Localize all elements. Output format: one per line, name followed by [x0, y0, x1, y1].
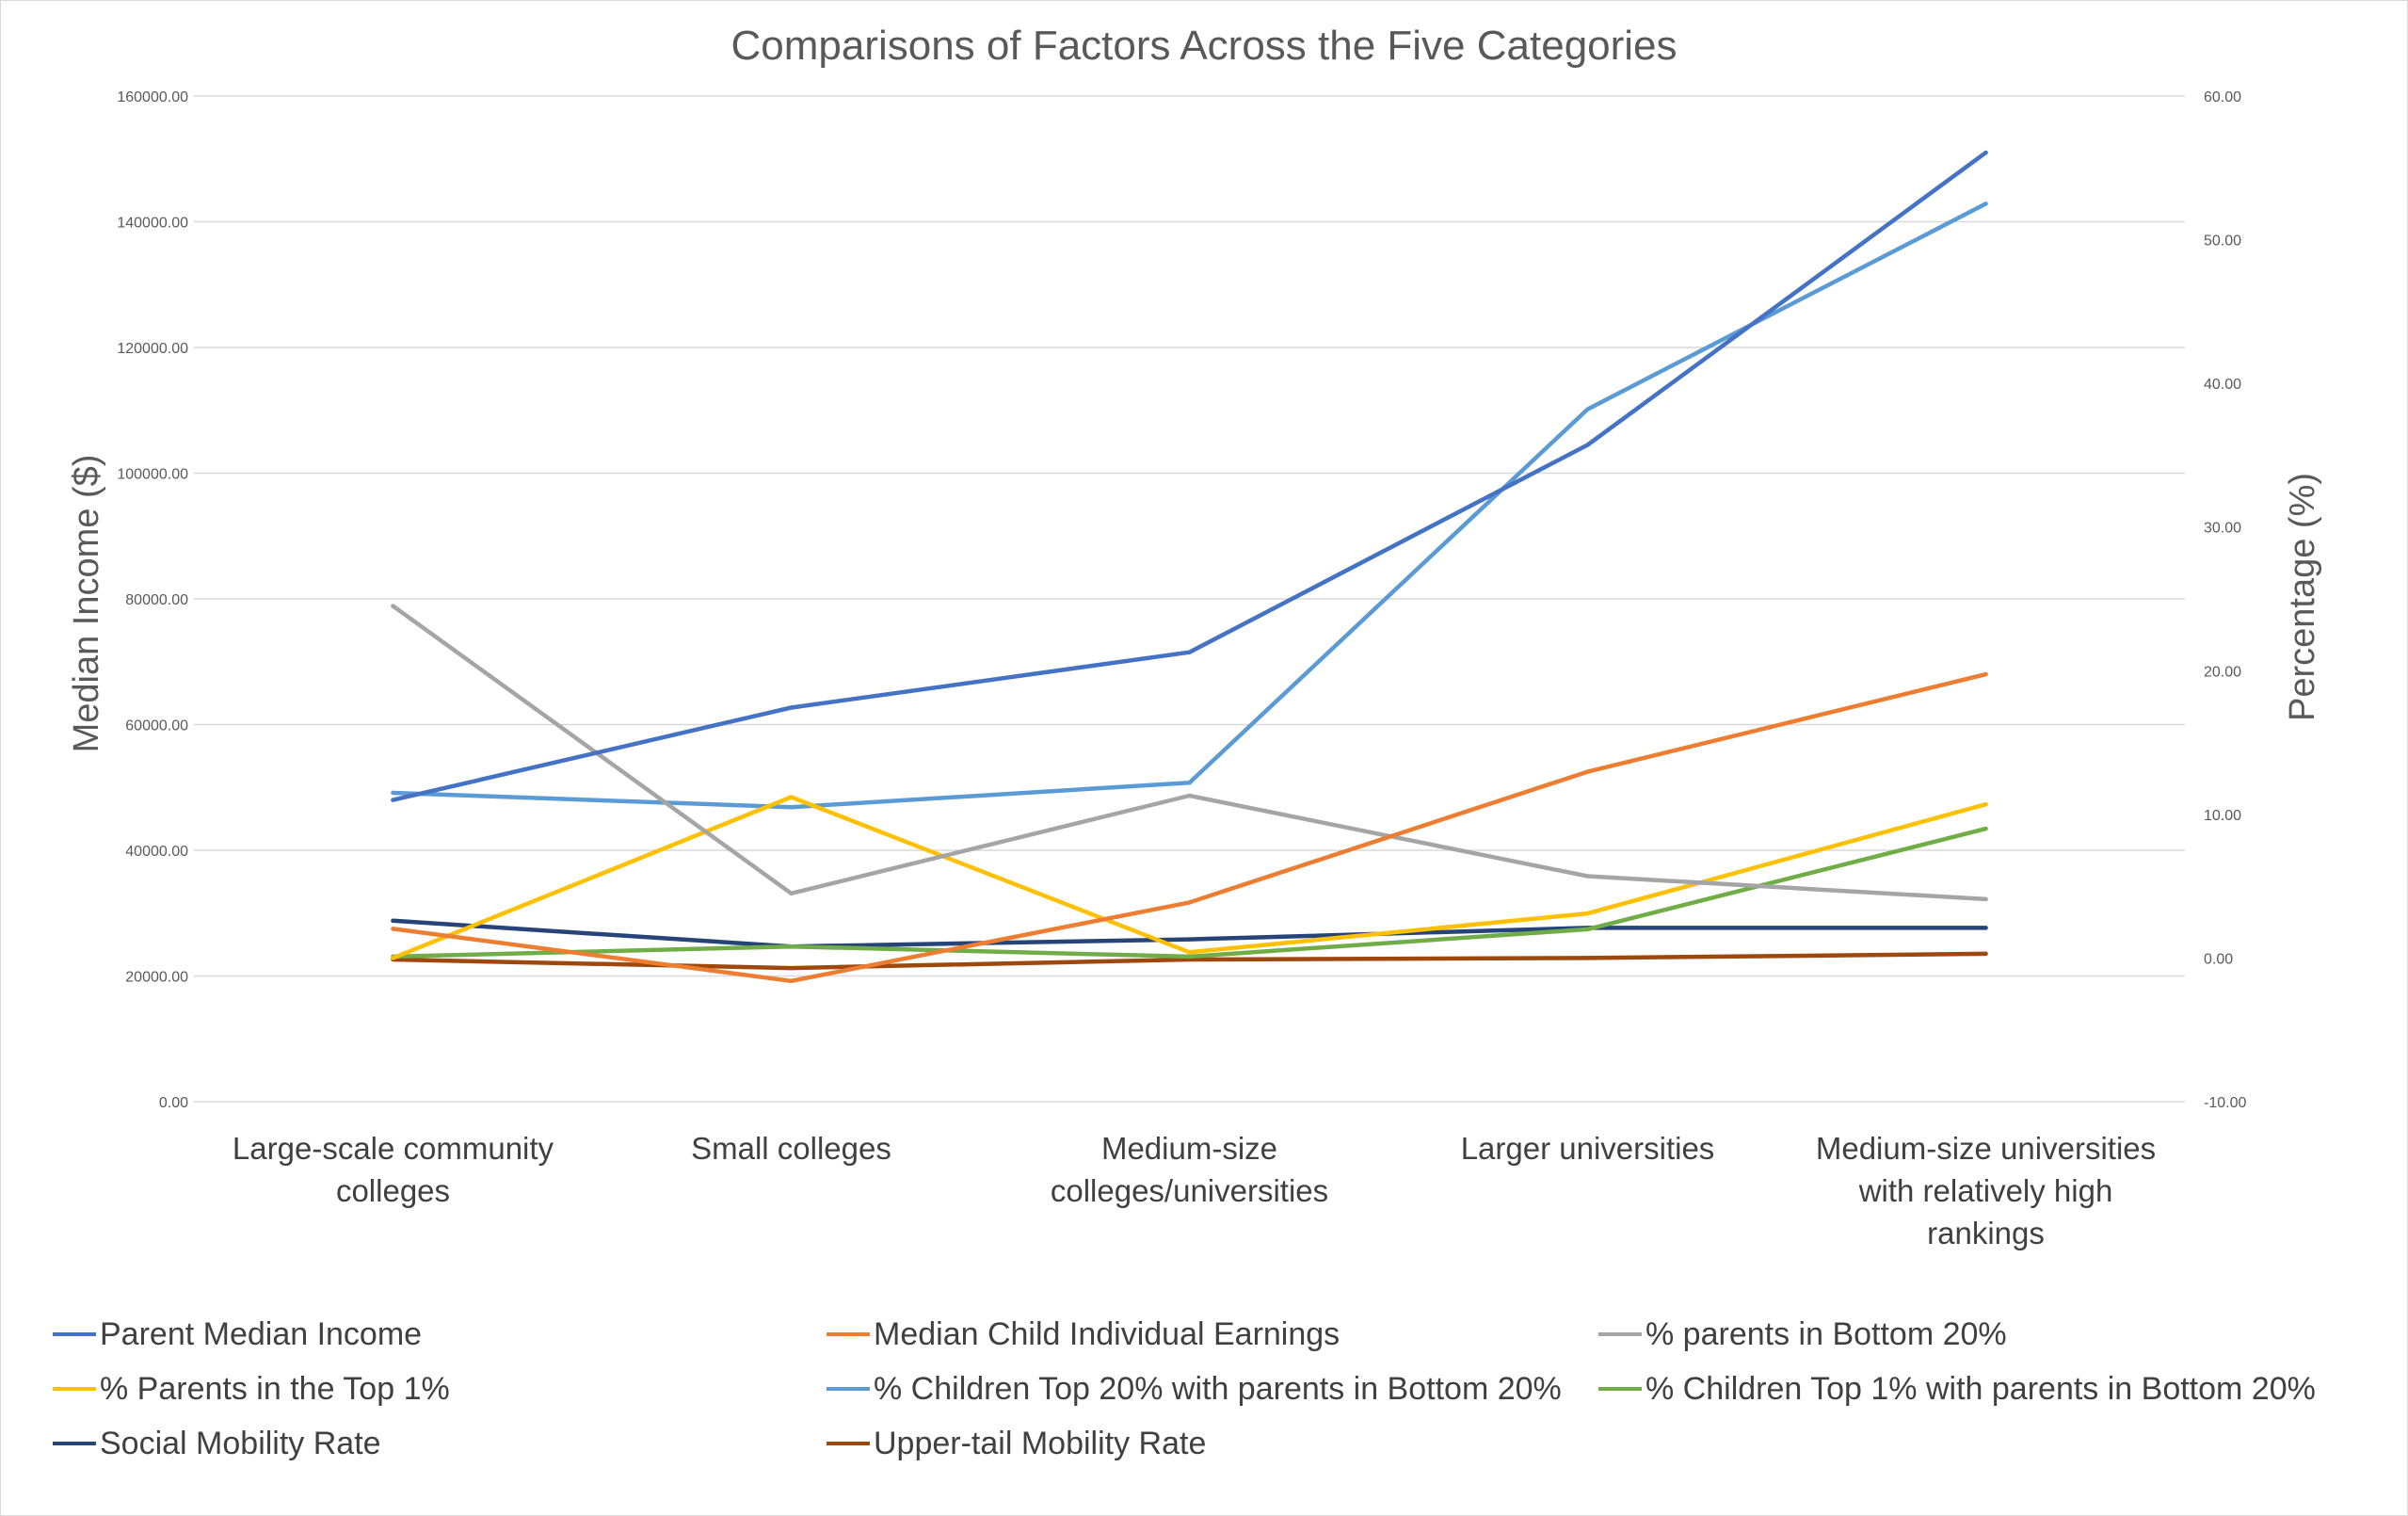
y2-tick-label: -10.00	[2204, 1095, 2246, 1111]
x-tick-label: Medium-size universities	[1816, 1131, 2156, 1166]
x-tick-label: Small colleges	[691, 1131, 891, 1166]
legend-item: Parent Median Income	[53, 1308, 422, 1361]
data-point	[1983, 896, 1988, 902]
legend-item: % parents in Bottom 20%	[1598, 1308, 2007, 1361]
legend-label: Upper-tail Mobility Rate	[874, 1425, 1207, 1461]
data-point	[789, 944, 794, 949]
x-tick-label: rankings	[1927, 1216, 2045, 1250]
data-point	[1983, 671, 1988, 677]
x-tick-label: Medium-size	[1101, 1131, 1277, 1166]
chart-title: Comparisons of Factors Across the Five C…	[730, 23, 1677, 69]
data-point	[1585, 927, 1590, 932]
x-tick-label: colleges	[336, 1173, 450, 1208]
y-tick-label: 60000.00	[125, 718, 188, 734]
legend-item: Upper-tail Mobility Rate	[827, 1417, 1206, 1470]
legend-item: % Parents in the Top 1%	[53, 1363, 450, 1415]
data-point	[1187, 781, 1192, 785]
y-tick-label: 100000.00	[117, 467, 188, 483]
y-tick-label: 120000.00	[117, 341, 188, 357]
data-point	[1187, 793, 1192, 798]
data-point	[1983, 926, 1988, 930]
legend-item: % Children Top 1% with parents in Bottom…	[1598, 1363, 2316, 1415]
data-point	[1585, 407, 1590, 411]
data-point	[391, 790, 395, 796]
legend-swatch	[827, 1332, 870, 1336]
data-point	[1585, 874, 1590, 879]
data-point	[1187, 950, 1192, 955]
data-point	[789, 805, 794, 810]
y-tick-label: 80000.00	[125, 592, 188, 608]
data-point	[1983, 150, 1988, 155]
series-line-4	[391, 202, 1988, 810]
data-point	[1187, 937, 1192, 942]
y-tick-label: 20000.00	[125, 970, 188, 986]
x-tick-label: Large-scale community	[233, 1131, 554, 1166]
x-tick-label: Larger universities	[1461, 1131, 1715, 1166]
legend-swatch	[827, 1442, 870, 1445]
data-point	[391, 604, 395, 608]
y2-tick-label: 40.00	[2204, 377, 2241, 393]
legend-item: % Children Top 20% with parents in Botto…	[827, 1363, 1562, 1415]
data-point	[1983, 801, 1988, 807]
y-tick-label: 140000.00	[117, 216, 188, 232]
legend-swatch	[53, 1332, 96, 1336]
data-point	[1983, 826, 1988, 831]
y2-axis-title: Percentage (%)	[2283, 473, 2322, 721]
legend-swatch	[53, 1442, 96, 1445]
data-point	[789, 891, 794, 895]
legend-item: Social Mobility Rate	[53, 1417, 381, 1470]
legend-label: Social Mobility Rate	[100, 1425, 381, 1461]
series-line-6	[391, 918, 1988, 949]
series-line-3	[391, 795, 1988, 960]
legend-label: % Children Top 20% with parents in Botto…	[874, 1370, 1562, 1407]
y-tick-label: 0.00	[159, 1095, 188, 1111]
data-point	[1585, 443, 1590, 447]
data-point	[1585, 911, 1590, 916]
y2-tick-label: 50.00	[2204, 234, 2241, 250]
y-axis-title: Median Income ($)	[67, 455, 106, 753]
y-tick-label: 160000.00	[117, 89, 188, 105]
y-tick-label: 40000.00	[125, 844, 188, 860]
data-point	[391, 918, 395, 923]
legend-swatch	[1598, 1332, 1642, 1336]
legend-swatch	[827, 1387, 870, 1391]
legend-label: Median Child Individual Earnings	[874, 1315, 1340, 1352]
legend-label: Parent Median Income	[100, 1315, 423, 1352]
data-point	[391, 956, 395, 960]
data-point	[789, 705, 794, 710]
legend-item: Median Child Individual Earnings	[827, 1308, 1340, 1361]
y2-tick-label: 0.00	[2204, 951, 2233, 967]
x-tick-label: colleges/universities	[1051, 1173, 1328, 1208]
chart-plot: Comparisons of Factors Across the Five C…	[67, 23, 2322, 1250]
series-line-0	[391, 150, 1988, 802]
data-point	[1187, 954, 1192, 960]
legend-swatch	[53, 1387, 96, 1391]
data-point	[391, 927, 395, 931]
data-point	[789, 965, 794, 971]
legend-swatch	[1598, 1387, 1642, 1391]
data-point	[1187, 650, 1192, 654]
data-point	[1187, 900, 1192, 905]
data-point	[1585, 769, 1590, 774]
data-point	[1983, 202, 1988, 206]
y2-tick-label: 10.00	[2204, 808, 2241, 824]
y2-tick-label: 60.00	[2204, 89, 2241, 105]
y2-tick-label: 20.00	[2204, 664, 2241, 680]
legend-label: % parents in Bottom 20%	[1645, 1315, 2007, 1352]
data-point	[789, 795, 794, 799]
data-point	[789, 978, 794, 984]
y2-tick-label: 30.00	[2204, 521, 2241, 537]
legend-label: % Parents in the Top 1%	[100, 1370, 450, 1407]
legend-label: % Children Top 1% with parents in Bottom…	[1645, 1370, 2316, 1407]
data-point	[1585, 956, 1590, 960]
data-point	[391, 798, 395, 802]
data-point	[1983, 951, 1988, 957]
x-tick-label: with relatively high	[1858, 1173, 2113, 1208]
